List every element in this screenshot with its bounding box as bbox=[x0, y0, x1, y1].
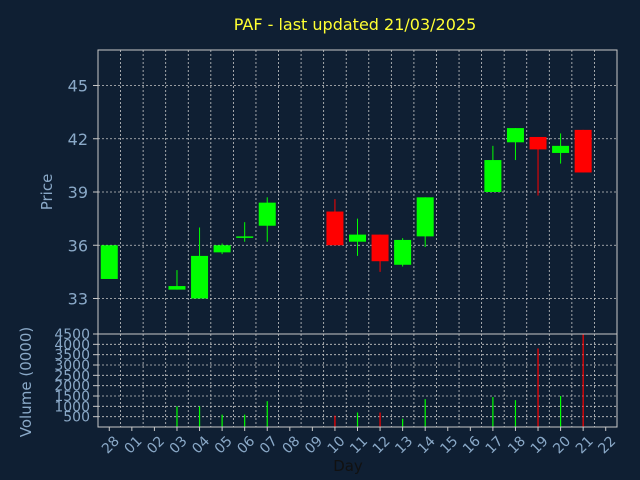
candle-body bbox=[484, 160, 502, 192]
volume-tick-label: 500 bbox=[63, 410, 90, 426]
volume-panel-frame bbox=[97, 333, 618, 428]
candle-body bbox=[349, 234, 366, 242]
day-tick-label: 11 bbox=[347, 433, 371, 457]
candle bbox=[416, 197, 434, 248]
day-axis-ticks: 2801020304050607080910111213141516171819… bbox=[99, 427, 619, 457]
day-tick-label: 13 bbox=[392, 433, 416, 457]
day-tick-label: 03 bbox=[167, 433, 191, 457]
volume-gridlines bbox=[98, 334, 617, 427]
day-tick-label: 10 bbox=[325, 433, 349, 457]
day-tick-label: 21 bbox=[573, 433, 597, 457]
volume-tick-label: 4500 bbox=[54, 327, 90, 343]
candle-body bbox=[191, 255, 209, 299]
candle-body bbox=[506, 128, 524, 143]
candle-body bbox=[416, 197, 434, 237]
candle-body bbox=[168, 286, 186, 290]
candle bbox=[574, 129, 592, 173]
candle bbox=[552, 133, 570, 164]
candle bbox=[258, 197, 276, 242]
volume-tick-label: 1500 bbox=[54, 389, 90, 405]
candle bbox=[529, 136, 547, 196]
candle bbox=[100, 245, 118, 279]
candle-body bbox=[394, 239, 412, 265]
day-tick-label: 02 bbox=[144, 433, 168, 457]
candle-body bbox=[213, 245, 231, 253]
day-tick-label: 08 bbox=[279, 433, 303, 457]
candle-body bbox=[258, 202, 276, 226]
candles-layer bbox=[100, 128, 592, 299]
day-tick-label: 12 bbox=[370, 433, 394, 457]
candle bbox=[394, 238, 412, 267]
volume-tick-label: 1000 bbox=[54, 399, 90, 415]
candle bbox=[349, 218, 366, 256]
candle-body bbox=[574, 129, 592, 173]
day-tick-label: 28 bbox=[99, 433, 123, 457]
day-tick-label: 22 bbox=[595, 433, 619, 457]
candle-body bbox=[529, 136, 547, 150]
volume-tick-label: 3000 bbox=[54, 358, 90, 374]
volume-bars-layer bbox=[176, 334, 584, 427]
price-tick-label: 42 bbox=[68, 130, 88, 149]
candle bbox=[213, 243, 231, 255]
day-tick-label: 14 bbox=[415, 433, 439, 457]
volume-tick-label: 4000 bbox=[54, 337, 90, 353]
price-axis-ticks: 33 36 39 42 45 bbox=[68, 77, 98, 309]
day-tick-label: 15 bbox=[437, 433, 461, 457]
volume-axis-label: Volume (0000) bbox=[17, 327, 35, 437]
price-gridlines bbox=[98, 50, 617, 334]
day-tick-label: 19 bbox=[528, 433, 552, 457]
price-tick-label: 36 bbox=[68, 236, 88, 255]
candle bbox=[484, 145, 502, 192]
price-tick-label: 45 bbox=[68, 77, 88, 96]
candle-body bbox=[100, 245, 118, 279]
day-tick-label: 09 bbox=[302, 433, 326, 457]
candle-body bbox=[552, 145, 570, 153]
day-tick-label: 20 bbox=[550, 433, 574, 457]
candle bbox=[168, 270, 186, 290]
day-tick-label: 06 bbox=[234, 433, 258, 457]
day-tick-label: 16 bbox=[460, 433, 484, 457]
day-tick-label: 17 bbox=[483, 433, 507, 457]
candle-body bbox=[236, 236, 254, 238]
price-tick-label: 33 bbox=[68, 290, 88, 309]
day-tick-label: 05 bbox=[212, 433, 236, 457]
price-axis-label: Price bbox=[38, 174, 56, 211]
candle-body bbox=[326, 211, 344, 246]
candle bbox=[326, 199, 344, 246]
day-tick-label: 01 bbox=[122, 433, 146, 457]
day-tick-label: 07 bbox=[257, 433, 281, 457]
chart-title: PAF - last updated 21/03/2025 bbox=[234, 15, 477, 34]
candle bbox=[236, 222, 254, 242]
x-axis-label: Day bbox=[333, 457, 363, 475]
candle-body bbox=[371, 234, 389, 262]
volume-tick-label: 2500 bbox=[54, 368, 90, 384]
candle bbox=[506, 128, 524, 161]
day-tick-label: 04 bbox=[189, 433, 213, 457]
day-tick-label: 18 bbox=[505, 433, 529, 457]
volume-tick-label: 3500 bbox=[54, 348, 90, 364]
volume-tick-label: 2000 bbox=[54, 379, 90, 395]
candle bbox=[371, 234, 389, 272]
candle bbox=[191, 227, 209, 299]
price-tick-label: 39 bbox=[68, 183, 88, 202]
